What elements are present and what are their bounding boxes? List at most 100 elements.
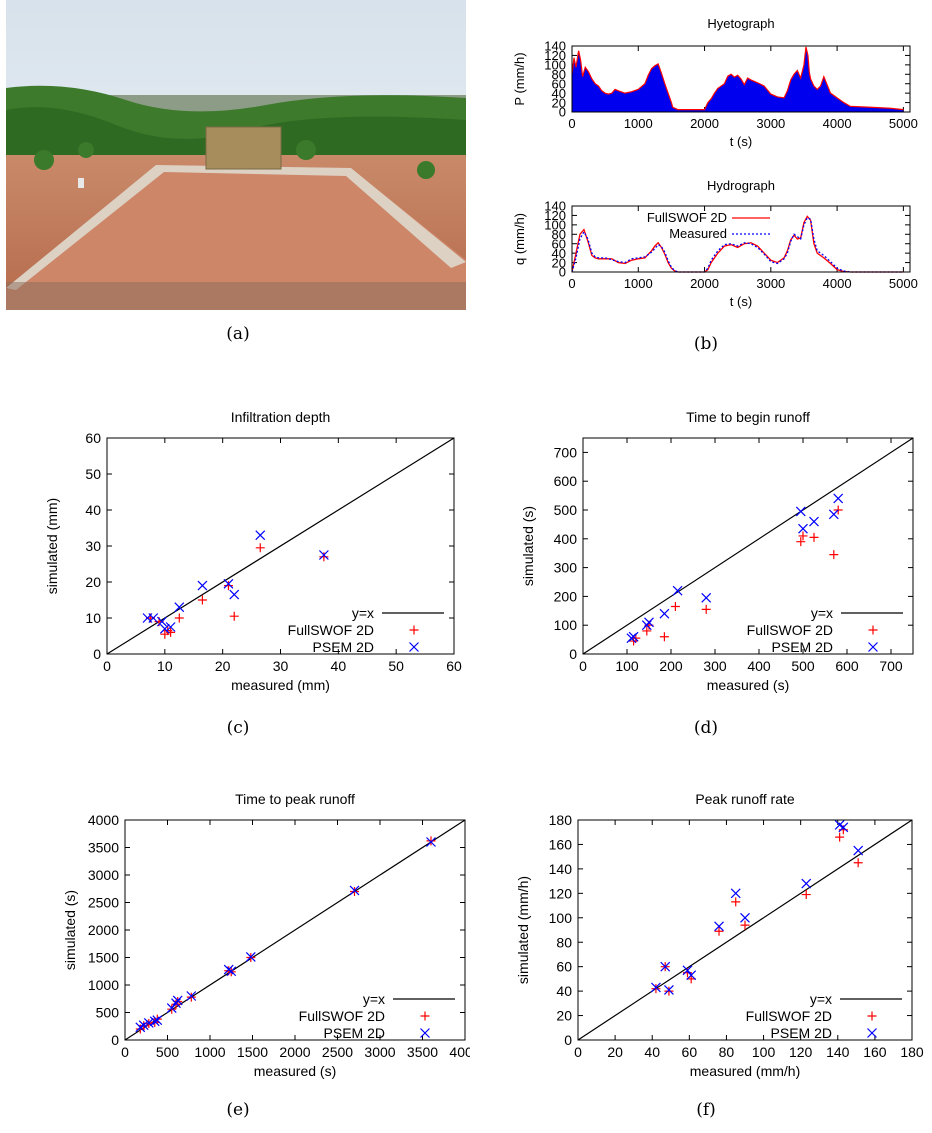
x-tick-label: 120 xyxy=(789,1044,813,1060)
x-axis-label: measured (mm) xyxy=(231,677,330,693)
series-line-0 xyxy=(571,215,904,273)
legend-label-1: FullSWOF 2D xyxy=(288,622,374,638)
x-tick-label: 0 xyxy=(574,1044,582,1060)
x-tick-label: 0 xyxy=(568,276,575,291)
caption-b: (b) xyxy=(693,334,719,354)
legend-label-2: PSEM 2D xyxy=(771,1025,832,1041)
y-axis-label: simulated (mm/h) xyxy=(515,876,531,984)
x-tick-label: 40 xyxy=(644,1044,660,1060)
series-line-1 xyxy=(571,216,904,273)
x-tick-label: 5000 xyxy=(889,116,918,131)
y-tick-label: 700 xyxy=(554,444,578,460)
y-tick-label: 80 xyxy=(552,67,566,82)
y-tick-label: 120 xyxy=(544,48,566,63)
x-axis-label: t (s) xyxy=(730,294,752,309)
data-point-psem xyxy=(833,493,844,504)
y-tick-label: 60 xyxy=(552,236,566,251)
data-point-psem xyxy=(143,1018,154,1028)
chart-title: Time to begin runoff xyxy=(686,409,810,425)
data-point-fullswof xyxy=(167,1004,177,1014)
y-tick-label: 20 xyxy=(552,255,566,270)
y-tick-label: 3000 xyxy=(88,867,119,883)
hyetograph-chart: Hyetograph 0 1000 2000 3000 4000 5000 020406080… xyxy=(512,16,918,149)
x-tick-label: 100 xyxy=(615,658,639,674)
y-tick-label: 20 xyxy=(556,1008,572,1024)
y-tick-label: 140 xyxy=(544,199,566,214)
x-tick-label: 3000 xyxy=(756,276,785,291)
data-point-fullswof xyxy=(229,611,239,621)
data-point-fullswof xyxy=(740,920,750,930)
data-point-psem xyxy=(660,961,671,972)
data-point-psem xyxy=(714,921,724,932)
data-point-fullswof xyxy=(835,832,845,842)
caption-c: (c) xyxy=(226,718,250,738)
caption-e: (e) xyxy=(226,1100,250,1120)
field-plot-photo xyxy=(6,0,466,310)
time-to-begin-runoff-chart: Time to begin runoff 0 100 200 300 400 500 600 7… xyxy=(520,409,914,693)
x-tick-label: 20 xyxy=(215,658,231,674)
data-point-psem xyxy=(159,623,170,634)
y-tick-label: 2000 xyxy=(88,922,119,938)
peak-runoff-rate-chart: Peak runoff rate 0 20 40 60 80 100 120 140 160 180… xyxy=(515,791,924,1079)
hydrograph-chart: Hydrograph 0 1000 2000 3000 4000 5000 020406080… xyxy=(512,178,918,309)
data-point-fullswof xyxy=(829,550,839,560)
legend-label-1: Measured xyxy=(669,226,727,241)
x-tick-label: 500 xyxy=(156,1044,180,1060)
plot-frame xyxy=(577,819,913,1041)
identity-line xyxy=(577,819,913,1041)
data-point-fullswof xyxy=(664,986,674,996)
data-point-psem xyxy=(157,616,167,627)
x-tick-label: 160 xyxy=(863,1044,887,1060)
y-tick-label: 100 xyxy=(544,218,566,233)
identity-line xyxy=(582,437,914,655)
y-tick-label: 3500 xyxy=(88,840,119,856)
legend-label-0: y=x xyxy=(352,605,374,621)
x-tick-label: 40 xyxy=(331,658,347,674)
x-tick-label: 4000 xyxy=(823,276,852,291)
y-tick-label: 0 xyxy=(559,105,566,120)
x-tick-label: 100 xyxy=(752,1044,776,1060)
x-tick-label: 500 xyxy=(791,658,815,674)
legend-label-0: y=x xyxy=(811,605,833,621)
y-tick-label: 300 xyxy=(554,560,578,576)
chart-title: Peak runoff rate xyxy=(695,791,795,807)
y-tick-label: 200 xyxy=(554,588,578,604)
y-tick-label: 1500 xyxy=(88,950,119,966)
legend-label-0: y=x xyxy=(363,991,385,1007)
data-point-psem xyxy=(651,982,661,993)
x-tick-label: 300 xyxy=(703,658,727,674)
legend-label-1: FullSWOF 2D xyxy=(746,1008,832,1024)
x-tick-label: 2000 xyxy=(690,116,719,131)
data-point-psem xyxy=(853,845,864,856)
y-tick-label: 40 xyxy=(552,246,566,261)
y-tick-label: 0 xyxy=(111,1032,119,1048)
data-point-psem xyxy=(152,1015,163,1026)
y-tick-label: 60 xyxy=(85,430,101,446)
identity-line xyxy=(124,819,466,1041)
data-point-psem xyxy=(229,589,240,600)
data-point-psem xyxy=(318,550,329,560)
y-axis-label: simulated (mm) xyxy=(44,498,60,594)
data-point-fullswof xyxy=(426,836,436,846)
data-point-fullswof xyxy=(798,531,808,541)
legend-marker-psem xyxy=(868,642,878,652)
data-point-fullswof xyxy=(801,890,811,900)
data-point-fullswof xyxy=(350,887,359,896)
data-point-psem xyxy=(644,617,654,628)
data-point-psem xyxy=(798,523,808,534)
data-point-fullswof xyxy=(223,581,233,591)
legend-label-2: PSEM 2D xyxy=(324,1025,385,1041)
y-tick-label: 80 xyxy=(556,934,572,950)
plot-frame xyxy=(571,205,911,273)
legend-label-0: FullSWOF 2D xyxy=(647,210,727,225)
y-tick-label: 600 xyxy=(554,473,578,489)
data-point-psem xyxy=(809,516,819,527)
chart-title: Infiltration depth xyxy=(231,409,331,425)
field-plot-image xyxy=(6,0,466,310)
y-tick-label: 20 xyxy=(552,95,566,110)
infiltration-depth-chart: Infiltration depth 0 10 20 30 40 50 60 0 10 20 30 40… xyxy=(44,409,462,693)
data-point-psem xyxy=(686,970,697,981)
data-point-psem xyxy=(701,592,712,603)
data-point-fullswof xyxy=(809,532,819,542)
plot-frame xyxy=(571,45,911,113)
